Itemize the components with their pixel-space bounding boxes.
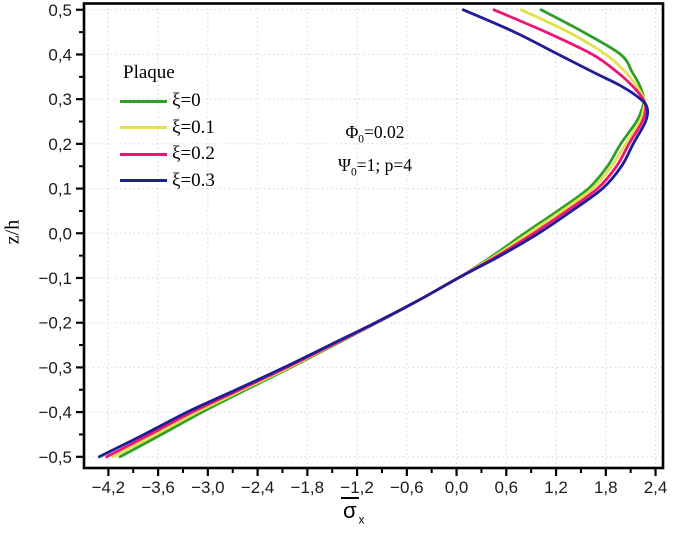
y-tick-label: 0,5 (48, 1, 72, 20)
legend: Plaque ξ=0 ξ=0.1 ξ=0.2 ξ=0.3 (120, 62, 215, 194)
x-tick-label: −0,6 (390, 478, 424, 497)
y-tick-label: −0,3 (38, 358, 72, 377)
legend-item: ξ=0.2 (120, 141, 215, 168)
curve-ξ=0.3 (97, 8, 650, 459)
x-tick-label: −3,0 (191, 478, 225, 497)
y-tick-label: −0,1 (38, 269, 72, 288)
y-tick-label: −0,4 (38, 403, 72, 422)
plot-frame (82, 2, 665, 470)
x-tick-label: −1,8 (291, 478, 325, 497)
annotation-line-2: Ψ0=1; p=4 (338, 155, 412, 179)
sigma-overbar: σ (341, 497, 359, 523)
y-tick-label: 0,4 (48, 45, 72, 64)
x-tick-label: −1,2 (340, 478, 374, 497)
legend-title: Plaque (123, 62, 175, 83)
y-tick-label: 0,1 (48, 180, 72, 199)
annotation-line-1: Φ0=0.02 (345, 122, 405, 146)
curves (97, 8, 650, 459)
y-axis-label: z/h (1, 219, 24, 245)
legend-items: ξ=0 ξ=0.1 ξ=0.2 ξ=0.3 (120, 88, 215, 194)
x-tick-label: 2,4 (644, 478, 668, 497)
legend-swatch (120, 126, 167, 130)
x-tick-label: 0,0 (445, 478, 469, 497)
legend-item-label: ξ=0.1 (172, 116, 215, 138)
y-tick-label: −0,5 (38, 448, 72, 467)
y-tick-label: −0,2 (38, 314, 72, 333)
y-tick-label: 0,2 (48, 135, 72, 154)
x-tick-label: 0,6 (494, 478, 518, 497)
legend-item-label: ξ=0 (172, 90, 201, 112)
y-tick-label: 0,3 (48, 90, 72, 109)
legend-item: ξ=0.3 (120, 168, 215, 195)
legend-swatch (120, 179, 167, 183)
annotation: Φ0=0.02 Ψ0=1; p=4 (300, 117, 450, 184)
legend-item-label: ξ=0.2 (172, 143, 215, 165)
x-tick-label: −2,4 (241, 478, 275, 497)
legend-swatch (120, 99, 167, 103)
axis-ticks: −4,2 −3,6 −3,0 −2,4 −1,8 −1,2 −0,6 0,0 0,6 1,2 1,8… (38, 1, 667, 497)
x-tick-label: 1,8 (594, 478, 618, 497)
legend-item: ξ=0 (120, 88, 215, 115)
x-tick-label: 1,2 (544, 478, 568, 497)
legend-item-label: ξ=0.3 (172, 169, 215, 191)
legend-swatch (120, 152, 167, 156)
y-tick-label: 0,0 (48, 224, 72, 243)
x-tick-label: −4,2 (92, 478, 126, 497)
x-tick-label: −3,6 (141, 478, 175, 497)
legend-item: ξ=0.1 (120, 115, 215, 142)
